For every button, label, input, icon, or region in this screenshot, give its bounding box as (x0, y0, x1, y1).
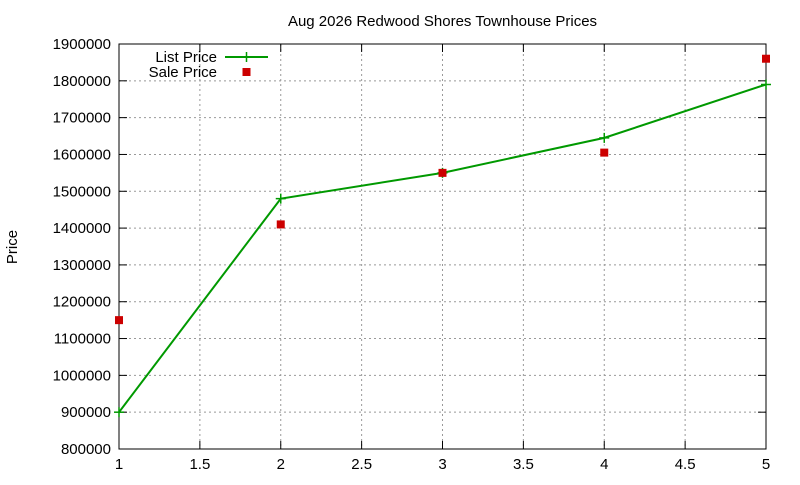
y-axis-label: Price (4, 230, 21, 264)
legend-marker-sale-price (242, 68, 251, 76)
x-tick-label: 1.5 (189, 456, 210, 473)
x-tick-label: 3 (438, 456, 446, 473)
x-tick-label: 1 (115, 456, 123, 473)
data-point-sale-price (600, 148, 609, 157)
y-tick-label: 1800000 (53, 73, 111, 90)
data-point-sale-price (276, 220, 285, 229)
y-tick-label: 900000 (61, 404, 111, 421)
y-tick-label: 1000000 (53, 367, 111, 384)
data-point-sale-price (762, 54, 770, 63)
x-tick-label: 4 (600, 456, 608, 473)
x-tick-label: 4.5 (675, 456, 696, 473)
y-tick-label: 1400000 (53, 220, 111, 237)
y-tick-label: 1200000 (53, 294, 111, 311)
y-tick-label: 1300000 (53, 257, 111, 274)
x-tick-label: 3.5 (513, 456, 534, 473)
tick-layer: 800000 900000 1000000 1100000 1200000 1300000… (53, 36, 771, 473)
data-point-list-price (599, 132, 610, 143)
x-tick-label: 5 (762, 456, 770, 473)
y-tick-label: 1600000 (53, 146, 111, 163)
data-point-sale-price (438, 168, 447, 177)
data-point-list-price (761, 79, 771, 90)
y-tick-label: 1100000 (54, 331, 111, 348)
y-tick-label: 1900000 (53, 36, 111, 53)
series-line-list-price (118, 83, 767, 413)
legend: List Price Sale Price (149, 49, 268, 81)
legend-label-sale-price: Sale Price (149, 64, 217, 81)
y-tick-label: 800000 (61, 441, 111, 458)
chart-title: Aug 2026 Redwood Shores Townhouse Prices (288, 13, 597, 30)
y-tick-label: 1700000 (53, 110, 111, 127)
grid-layer (119, 44, 766, 449)
x-tick-label: 2.5 (351, 456, 372, 473)
legend-marker-list-price (241, 52, 252, 62)
data-point-sale-price (115, 316, 123, 325)
data-point-list-price (114, 407, 124, 418)
series-sale-price (115, 54, 770, 325)
data-point-list-price (275, 193, 286, 204)
series-layer (114, 54, 771, 418)
y-tick-label: 1500000 (53, 183, 111, 200)
x-tick-label: 2 (277, 456, 285, 473)
legend-label-list-price: List Price (155, 49, 217, 66)
